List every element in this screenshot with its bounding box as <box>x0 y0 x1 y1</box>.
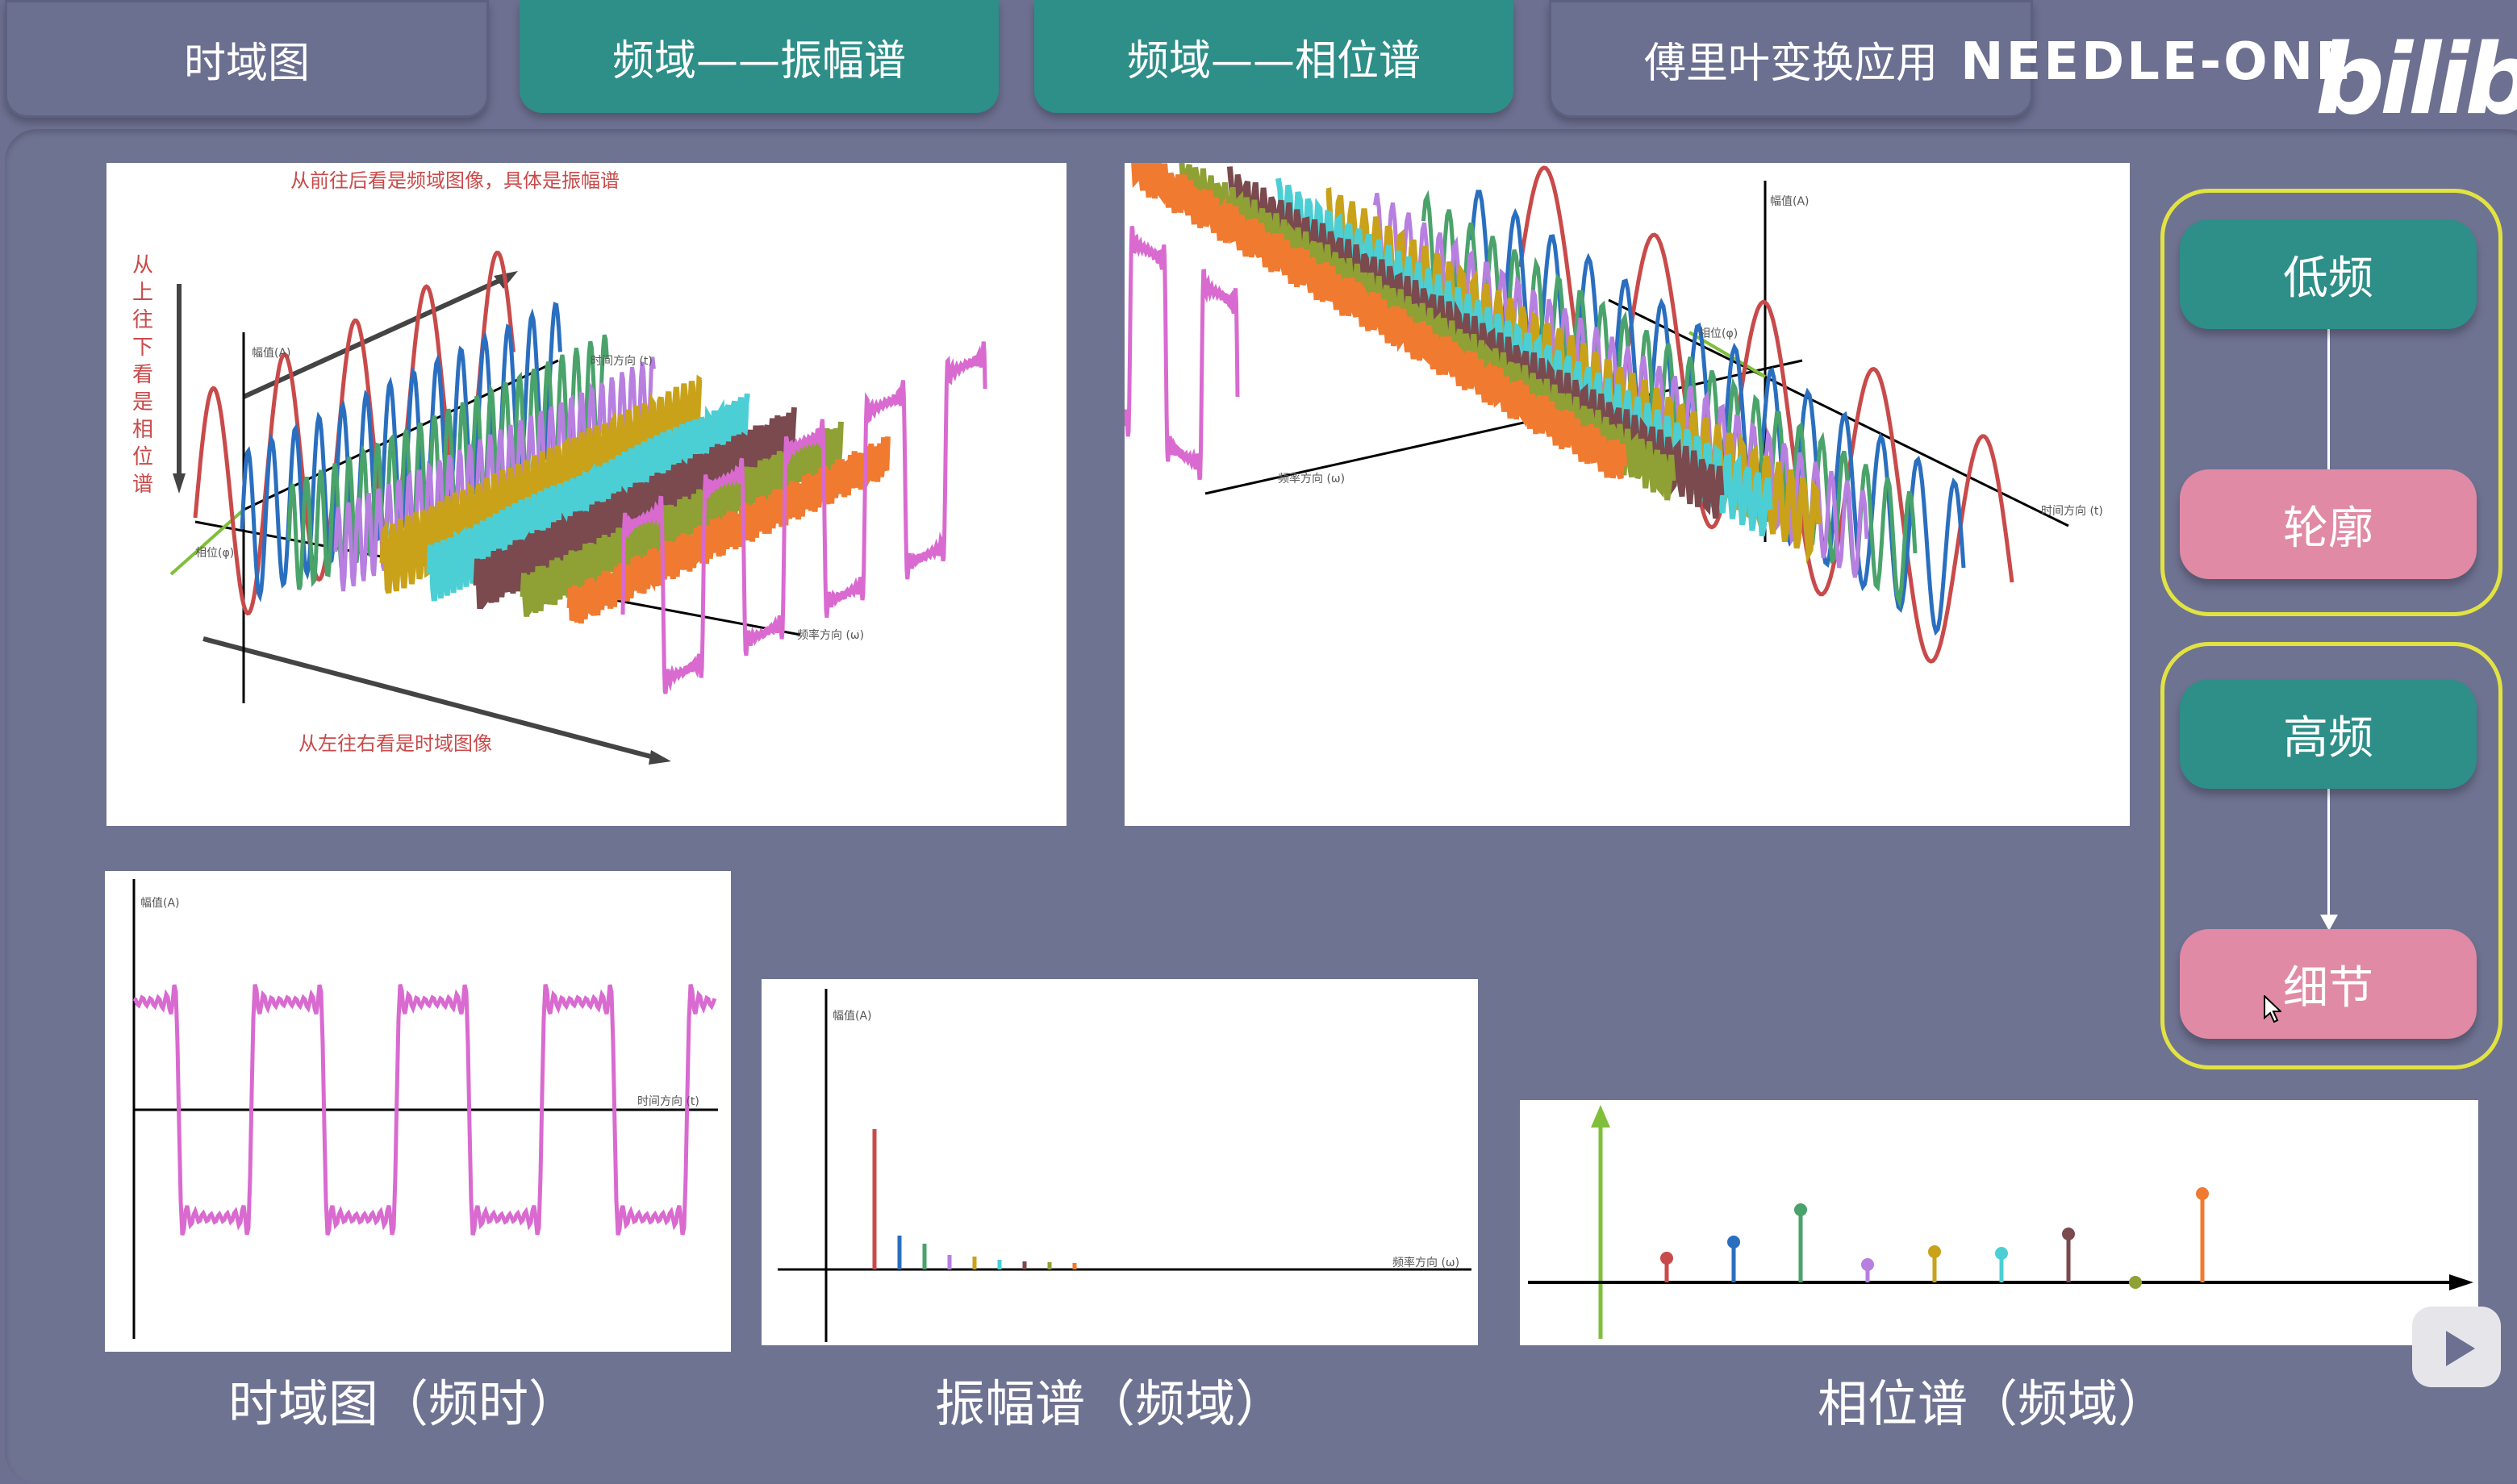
phase-marker <box>2129 1276 2142 1289</box>
outline-button[interactable]: 轮廓 <box>2180 469 2477 579</box>
phase-marker <box>2062 1228 2075 1240</box>
bilibili-logo: bilibili <box>2315 24 2517 136</box>
axis-label-phase: 相位(φ) <box>195 547 234 560</box>
wave-layer <box>1131 163 1628 480</box>
note-left: 从上往下看是相位谱 <box>132 253 154 497</box>
time-domain-signal <box>132 984 717 1236</box>
connector-line <box>2327 789 2330 923</box>
wave-layers <box>193 250 987 694</box>
tab-time-domain[interactable]: 时域图 <box>5 0 489 118</box>
note-bottom: 从左往右看是时域图像 <box>298 732 492 755</box>
phase-marker <box>1727 1236 1740 1248</box>
tab-label: 频域——相位谱 <box>1126 36 1421 85</box>
figure-phase-spectrum <box>1520 1100 2478 1345</box>
spectrum-lines <box>872 1129 1077 1269</box>
wave-layers <box>1125 163 2014 664</box>
channel-watermark: NEEDLE-ONE <box>1960 32 2353 92</box>
axis-frequency <box>1204 359 1803 495</box>
outline-label: 轮廓 <box>2283 502 2373 555</box>
arrow-bottom <box>202 636 664 762</box>
axis-label-time: 时间方向 (t) <box>2041 505 2103 518</box>
arrowhead <box>2449 1274 2473 1290</box>
axis-label-amplitude: 幅值(A) <box>252 347 291 360</box>
tab-fourier-application[interactable]: 傅里叶变换应用 <box>1549 0 2033 118</box>
arrow-top <box>242 273 511 399</box>
composite-wave <box>1125 225 1240 481</box>
tab-amplitude-spectrum[interactable]: 频域——振幅谱 <box>520 0 999 113</box>
phase-marker <box>1928 1245 1941 1258</box>
axis-label-amplitude: 幅值(A) <box>833 1010 872 1023</box>
phase-marker <box>1995 1247 2008 1260</box>
caption-time-domain: 时域图（频时） <box>227 1374 578 1433</box>
high-frequency-label: 高频 <box>2283 711 2373 765</box>
axis-label-frequency: 频率方向 (ω) <box>1278 472 1345 486</box>
tab-label: 频域——振幅谱 <box>612 36 906 85</box>
arrowhead <box>1591 1105 1610 1128</box>
axis-label-frequency: 频率方向 (ω) <box>1392 1256 1459 1269</box>
group-high-frequency <box>2160 642 2502 1069</box>
high-frequency-button[interactable]: 高频 <box>2180 679 2477 789</box>
note-top: 从前往后看是频域图像，具体是振幅谱 <box>290 169 620 192</box>
caption-amplitude-spectrum: 振幅谱（频域） <box>934 1374 1285 1433</box>
figure-time-domain: 幅值(A) 时间方向 (t) <box>105 871 731 1352</box>
tab-phase-spectrum[interactable]: 频域——相位谱 <box>1034 0 1513 113</box>
arrowhead <box>649 750 671 765</box>
figure-3d-rotated: 幅值(A) 相位(φ) 频率方向 (ω) 时间方向 (t) <box>1125 163 2130 826</box>
detail-button[interactable]: 细节 <box>2180 929 2477 1039</box>
axis-label-frequency: 频率方向 (ω) <box>797 628 864 642</box>
axis-label-time: 时间方向 (t) <box>637 1095 699 1108</box>
phase-marker <box>1794 1203 1807 1216</box>
low-frequency-label: 低频 <box>2283 252 2373 305</box>
phase-marker <box>2196 1187 2209 1200</box>
phase-marker <box>1861 1258 1874 1271</box>
arrowhead <box>173 473 186 494</box>
axis-label-phase: 相位(φ) <box>1699 327 1738 340</box>
caption-phase-spectrum: 相位谱（频域） <box>1817 1374 2168 1433</box>
axis-time <box>1608 298 2069 527</box>
tab-label: 傅里叶变换应用 <box>1643 39 1938 88</box>
figure-3d-front: 从前往后看是频域图像，具体是振幅谱 从左往右看是时域图像 幅值(A) 时间方向 … <box>106 163 1066 826</box>
wave-layer <box>520 421 844 618</box>
phase-marker <box>1660 1252 1673 1265</box>
composite-wave <box>620 341 987 694</box>
figure-amplitude-spectrum: 幅值(A) 频率方向 (ω) <box>762 979 1478 1345</box>
arrow-down-icon <box>2320 915 2338 931</box>
play-icon[interactable] <box>2412 1307 2501 1387</box>
tab-label: 时域图 <box>183 39 310 88</box>
connector-line <box>2327 329 2330 474</box>
group-low-frequency <box>2160 189 2502 616</box>
detail-label: 细节 <box>2283 961 2373 1015</box>
axis-label-time: 时间方向 (t) <box>591 355 653 368</box>
mouse-cursor-icon <box>2264 995 2281 1023</box>
axis-label-amplitude: 幅值(A) <box>1770 195 1809 208</box>
phase-stems <box>1660 1187 2209 1289</box>
low-frequency-button[interactable]: 低频 <box>2180 219 2477 329</box>
axis-label-amplitude: 幅值(A) <box>140 897 180 910</box>
